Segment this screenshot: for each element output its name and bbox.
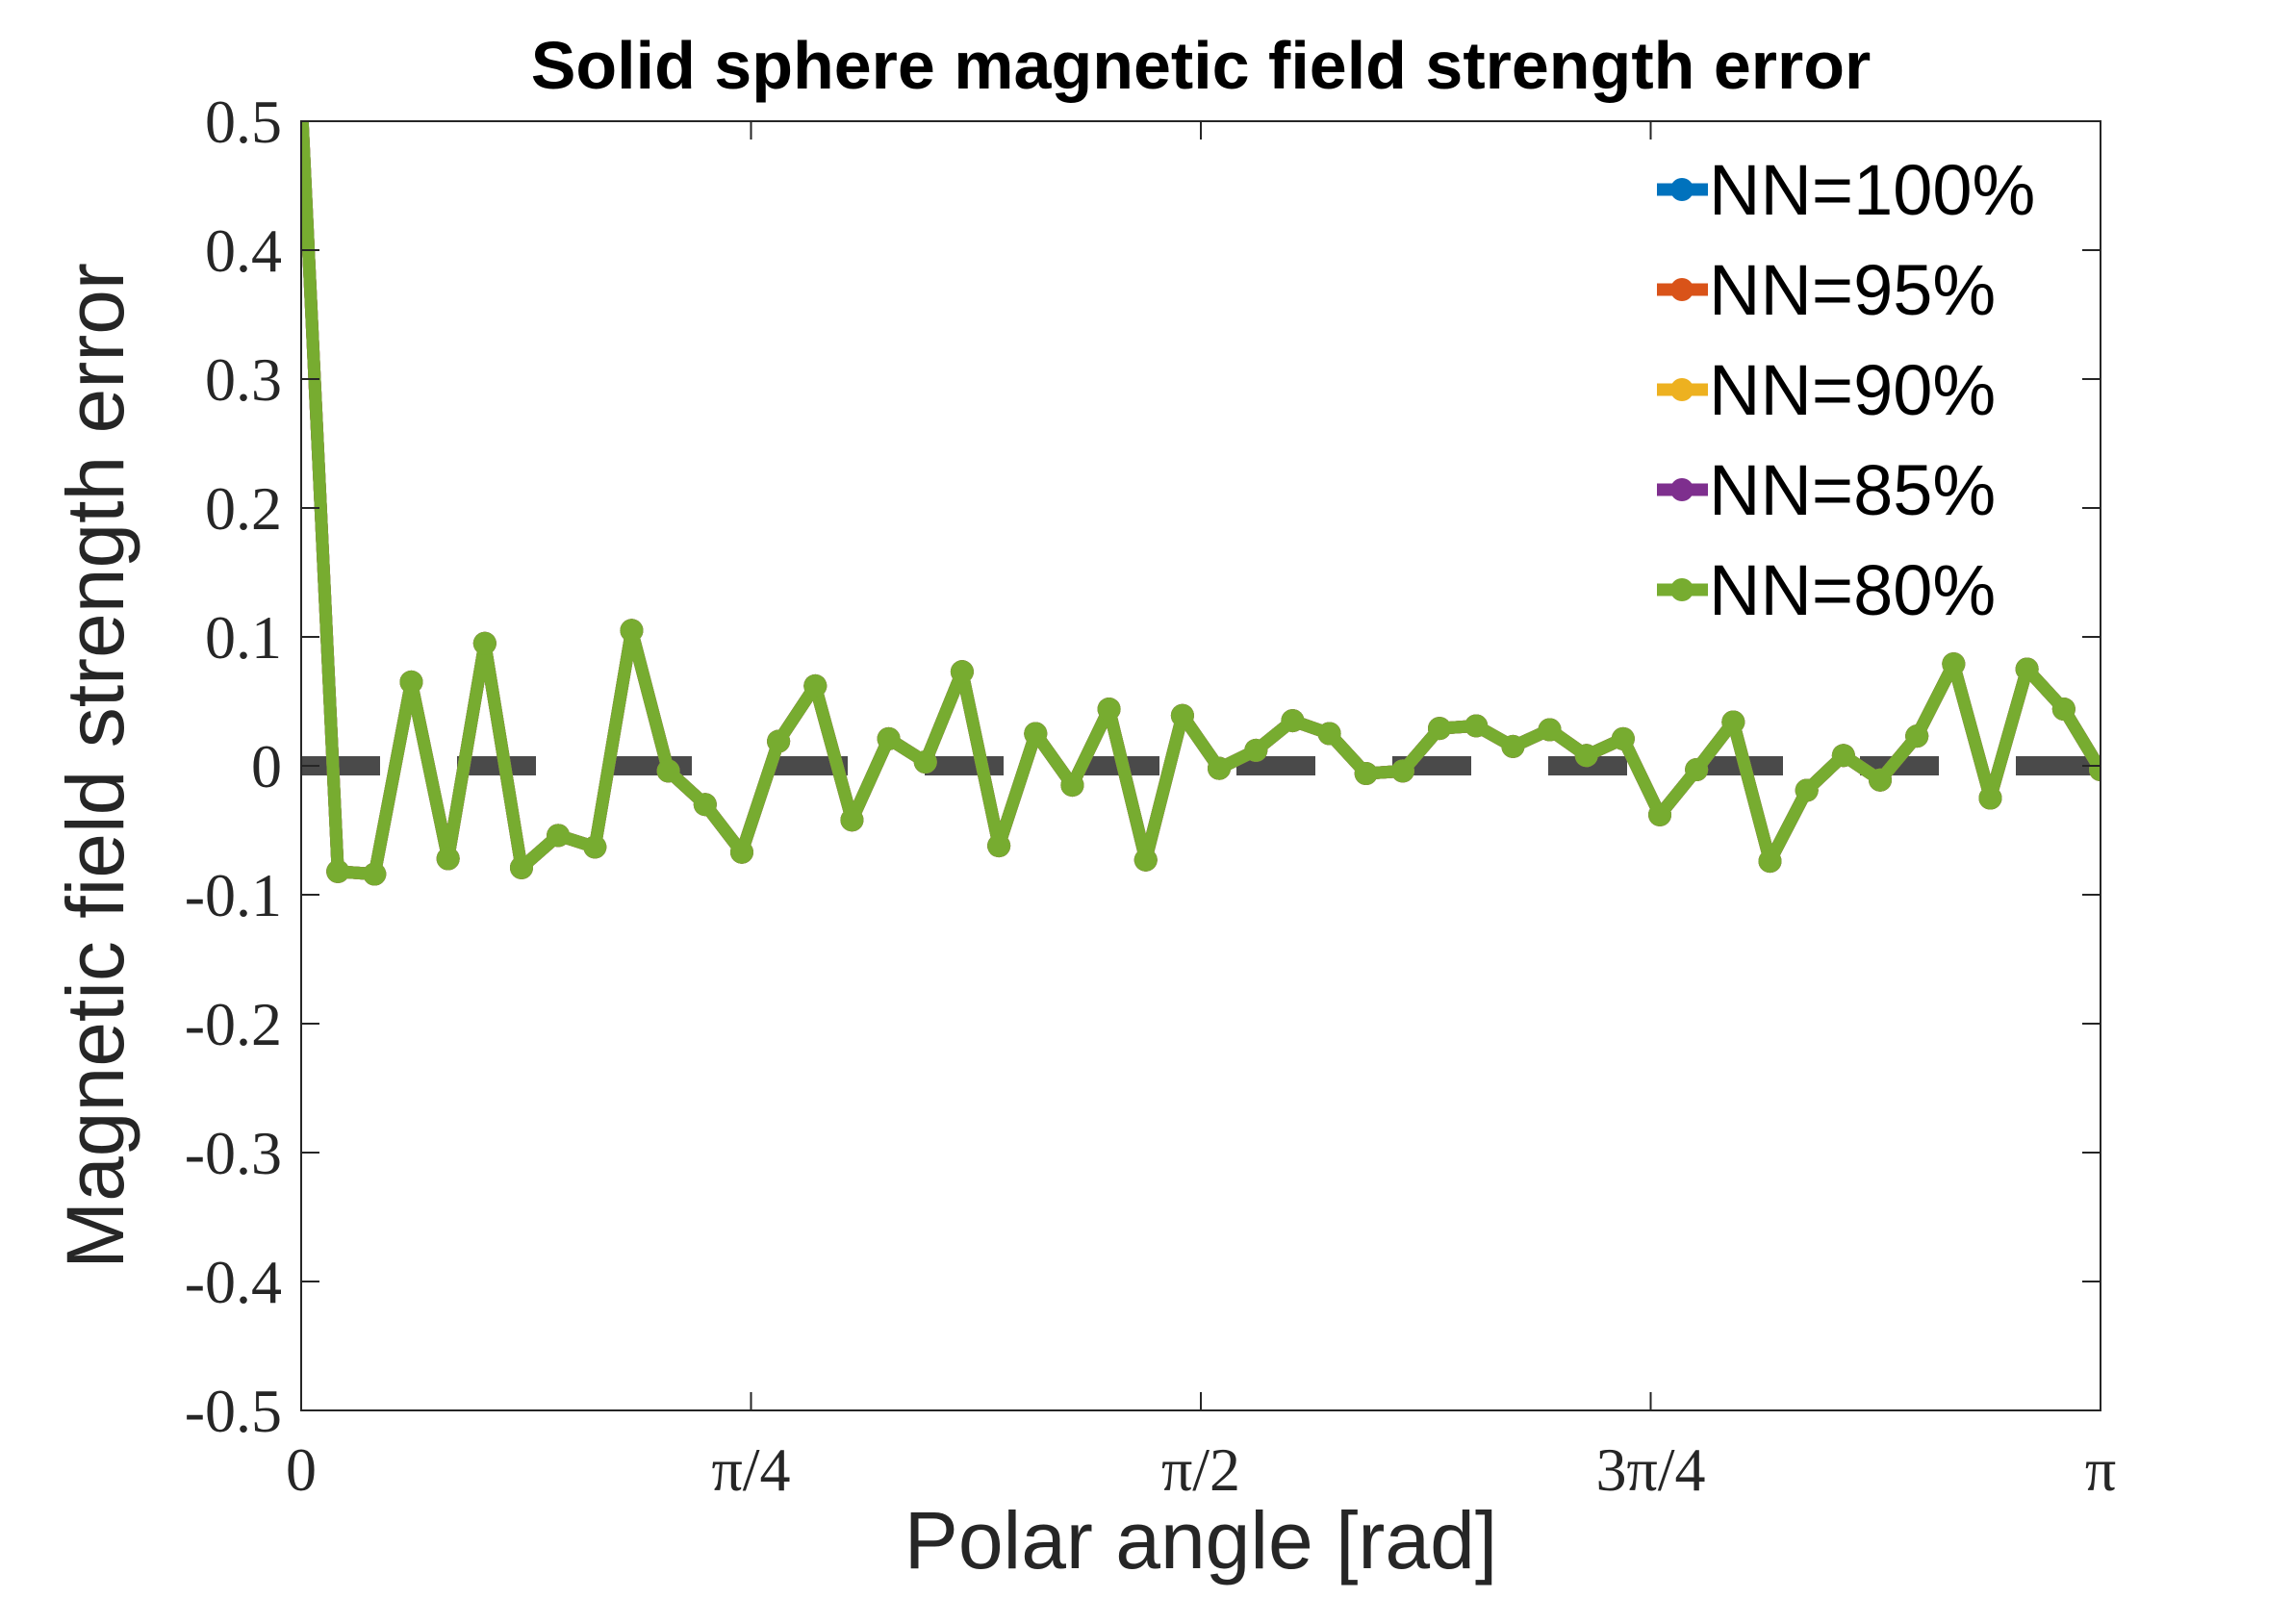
data-point [1685, 758, 1709, 782]
legend-label: NN=80% [1709, 550, 1996, 630]
data-point [1354, 762, 1378, 786]
data-point [913, 749, 937, 774]
x-tick-label: 3π/4 [1595, 1435, 1705, 1504]
legend-label: NN=95% [1709, 250, 1996, 330]
legend-item: NN=95% [1657, 250, 1996, 330]
tick-layer: 0 π/4 π/2 3π/4 π 0.5 0.4 0.3 0.2 0.1 0 -0.1 -0.2 -0.3… [185, 88, 2116, 1504]
x-tick-label: π/4 [711, 1435, 790, 1504]
y-tick-label: 0.1 [205, 603, 282, 672]
data-point [1758, 850, 1782, 874]
data-point [950, 660, 974, 684]
data-point [2089, 758, 2101, 782]
series-layer [301, 121, 2101, 886]
data-point [1501, 734, 1525, 758]
legend: NN=100% NN=95% NN=90% NN=85% NN=80% [1657, 150, 2035, 630]
data-point [1208, 756, 1232, 780]
plot-area [301, 121, 2101, 1410]
data-point [877, 726, 901, 750]
y-tick-label: 0.2 [205, 474, 282, 543]
data-point [1538, 718, 1562, 742]
data-point [987, 834, 1011, 858]
y-tick-label: 0 [251, 732, 282, 800]
data-point [1464, 714, 1489, 738]
y-tick-label: 0.5 [205, 88, 282, 156]
data-point [1648, 802, 1672, 826]
data-point [1942, 652, 1966, 676]
y-tick-label: -0.1 [185, 861, 282, 929]
data-point [509, 855, 533, 879]
legend-item: NN=80% [1657, 550, 1996, 630]
data-point [472, 631, 497, 655]
x-axis-label: Polar angle [rad] [904, 1495, 1497, 1586]
data-point [363, 862, 387, 886]
legend-label: NN=100% [1709, 150, 2035, 230]
y-tick-label: 0.3 [205, 345, 282, 414]
y-tick-label: -0.5 [185, 1377, 282, 1445]
data-point [656, 759, 680, 783]
legend-item: NN=90% [1657, 350, 1996, 430]
data-point [693, 793, 717, 817]
data-point [1390, 759, 1414, 783]
data-point [1611, 726, 1635, 750]
data-point [1428, 717, 1452, 741]
data-point [436, 847, 460, 871]
y-axis-label: Magnetic field strength error [50, 263, 140, 1269]
chart-title: Solid sphere magnetic field strength err… [531, 28, 1872, 103]
legend-swatch-marker [1670, 378, 1694, 401]
data-point [1170, 703, 1194, 727]
x-tick-label: 0 [286, 1435, 317, 1504]
data-point [1795, 778, 1819, 802]
data-point [2015, 657, 2039, 681]
data-point [767, 729, 791, 753]
data-point [399, 670, 423, 694]
y-tick-label: 0.4 [205, 216, 282, 285]
series-line [301, 121, 2101, 881]
data-point [1869, 768, 1893, 792]
legend-label: NN=90% [1709, 350, 1996, 430]
data-point [1574, 744, 1598, 768]
data-point [1024, 722, 1048, 746]
legend-swatch-marker [1670, 478, 1694, 501]
legend-item: NN=85% [1657, 450, 1996, 530]
data-point [620, 619, 644, 643]
legend-label: NN=85% [1709, 450, 1996, 530]
data-point [1244, 738, 1268, 762]
data-point [547, 824, 571, 848]
y-tick-label: -0.4 [185, 1248, 282, 1316]
data-point [1133, 848, 1158, 872]
data-point [1721, 710, 1745, 734]
y-tick-label: -0.2 [185, 990, 282, 1058]
data-point [840, 808, 864, 832]
x-tick-label: π [2085, 1435, 2116, 1504]
y-tick-label: -0.3 [185, 1119, 282, 1187]
legend-item: NN=100% [1657, 150, 2035, 230]
series-5 [301, 121, 2101, 886]
data-point [1905, 724, 1929, 749]
legend-swatch-marker [1670, 578, 1694, 601]
legend-swatch-marker [1670, 278, 1694, 301]
data-point [1831, 744, 1855, 768]
data-point [729, 840, 753, 864]
data-point [1317, 722, 1341, 746]
data-point [583, 835, 607, 859]
legend-swatch-marker [1670, 178, 1694, 201]
data-point [1978, 786, 2002, 810]
data-point [326, 859, 350, 883]
data-point [1060, 774, 1084, 798]
data-point [1097, 698, 1121, 722]
data-point [1281, 709, 1305, 733]
data-point [2051, 698, 2076, 722]
data-point [803, 673, 828, 698]
x-tick-label: π/2 [1161, 1435, 1240, 1504]
